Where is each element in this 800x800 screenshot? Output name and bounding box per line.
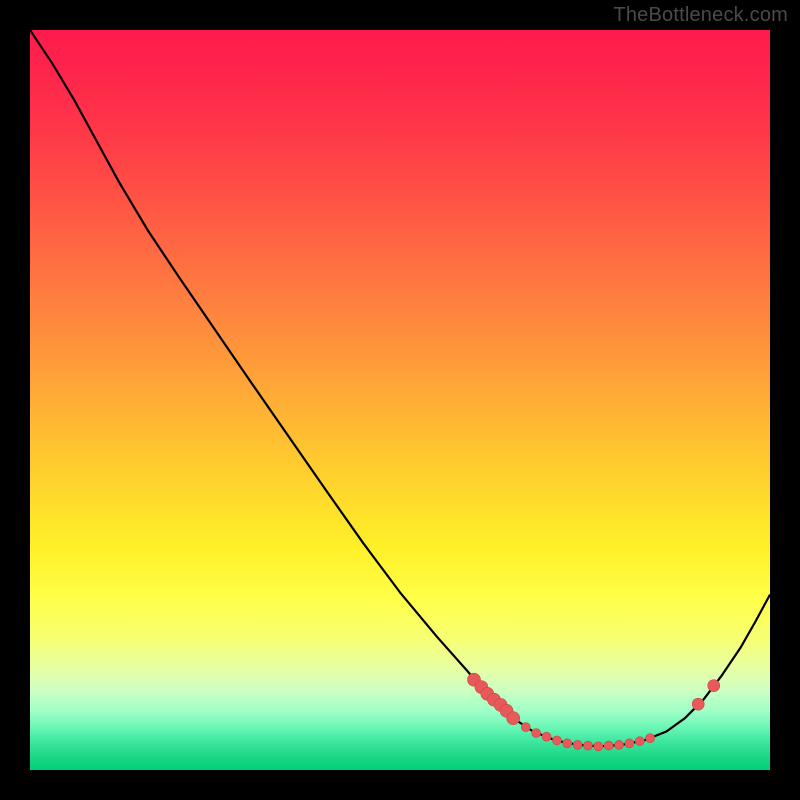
gradient-background bbox=[30, 30, 770, 770]
marker-valley-3 bbox=[552, 736, 561, 745]
marker-valley-9 bbox=[615, 740, 624, 749]
marker-valley-6 bbox=[583, 741, 592, 750]
marker-left-6 bbox=[507, 712, 520, 725]
marker-valley-5 bbox=[573, 740, 582, 749]
marker-valley-12 bbox=[646, 734, 655, 743]
marker-valley-0 bbox=[521, 723, 530, 732]
bottleneck-curve-chart bbox=[30, 30, 770, 770]
plot-area bbox=[30, 30, 770, 770]
marker-right-0 bbox=[692, 698, 704, 710]
marker-valley-4 bbox=[563, 739, 572, 748]
chart-container: TheBottleneck.com bbox=[0, 0, 800, 800]
marker-valley-10 bbox=[625, 739, 634, 748]
marker-valley-7 bbox=[594, 742, 603, 751]
marker-valley-11 bbox=[635, 737, 644, 746]
marker-valley-1 bbox=[532, 729, 541, 738]
marker-valley-2 bbox=[542, 732, 551, 741]
marker-valley-8 bbox=[604, 741, 613, 750]
watermark-text: TheBottleneck.com bbox=[613, 4, 788, 27]
marker-right-1 bbox=[708, 680, 720, 692]
